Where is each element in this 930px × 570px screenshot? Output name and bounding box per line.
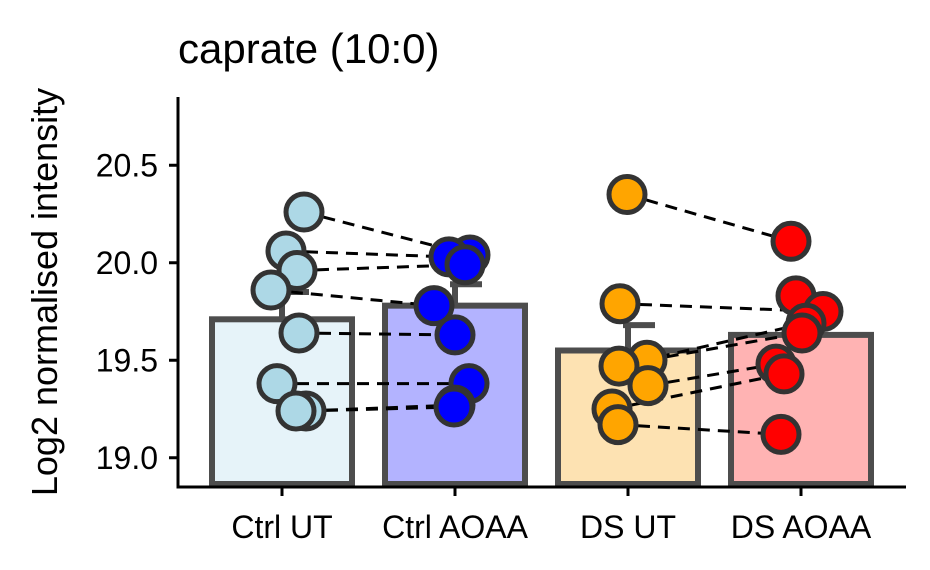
y-tick-label: 20.5: [96, 147, 158, 183]
data-point: [597, 404, 639, 446]
paired-line: [285, 249, 450, 259]
data-point: [770, 220, 812, 262]
bar: [209, 316, 355, 487]
data-point: [763, 353, 805, 395]
points-layer: [250, 174, 844, 455]
data-point: [256, 363, 298, 405]
y-tick-label: 19.0: [96, 440, 158, 476]
paired-line: [646, 331, 803, 362]
data-point: [413, 285, 455, 327]
y-tick-label: 20.0: [96, 245, 158, 281]
data-point: [599, 283, 641, 325]
data-point: [760, 413, 802, 455]
paired-lines-layer: [270, 193, 824, 436]
paired-line: [270, 288, 435, 308]
y-axis-label: Log2 normalised intensity: [24, 88, 65, 496]
x-tick-label: Ctrl UT: [231, 509, 332, 545]
data-point: [275, 390, 317, 432]
data-point: [627, 365, 669, 407]
data-point: [444, 244, 486, 286]
chart-title: caprate (10:0): [178, 25, 439, 72]
paired-line: [626, 193, 792, 243]
data-point: [606, 174, 648, 215]
data-point: [598, 345, 640, 387]
data-point: [250, 269, 292, 311]
paired-line: [298, 331, 456, 337]
data-point: [781, 312, 823, 354]
data-point: [283, 191, 325, 233]
paired-line: [305, 405, 455, 413]
x-tick-label: DS AOAA: [731, 509, 872, 545]
y-tick-label: 19.5: [96, 342, 158, 378]
bar: [728, 331, 874, 487]
axes-layer: 19.0 19.5 20.0 20.5 Ctrl UT Ctrl AOAA DS UT DS …: [96, 97, 906, 545]
x-tick-label: DS UT: [580, 509, 676, 545]
data-point: [434, 314, 476, 356]
data-point: [278, 312, 320, 354]
x-tick-label: Ctrl AOAA: [382, 509, 528, 545]
data-point: [433, 386, 475, 428]
paired-line: [647, 362, 777, 388]
paired-line: [617, 423, 782, 436]
